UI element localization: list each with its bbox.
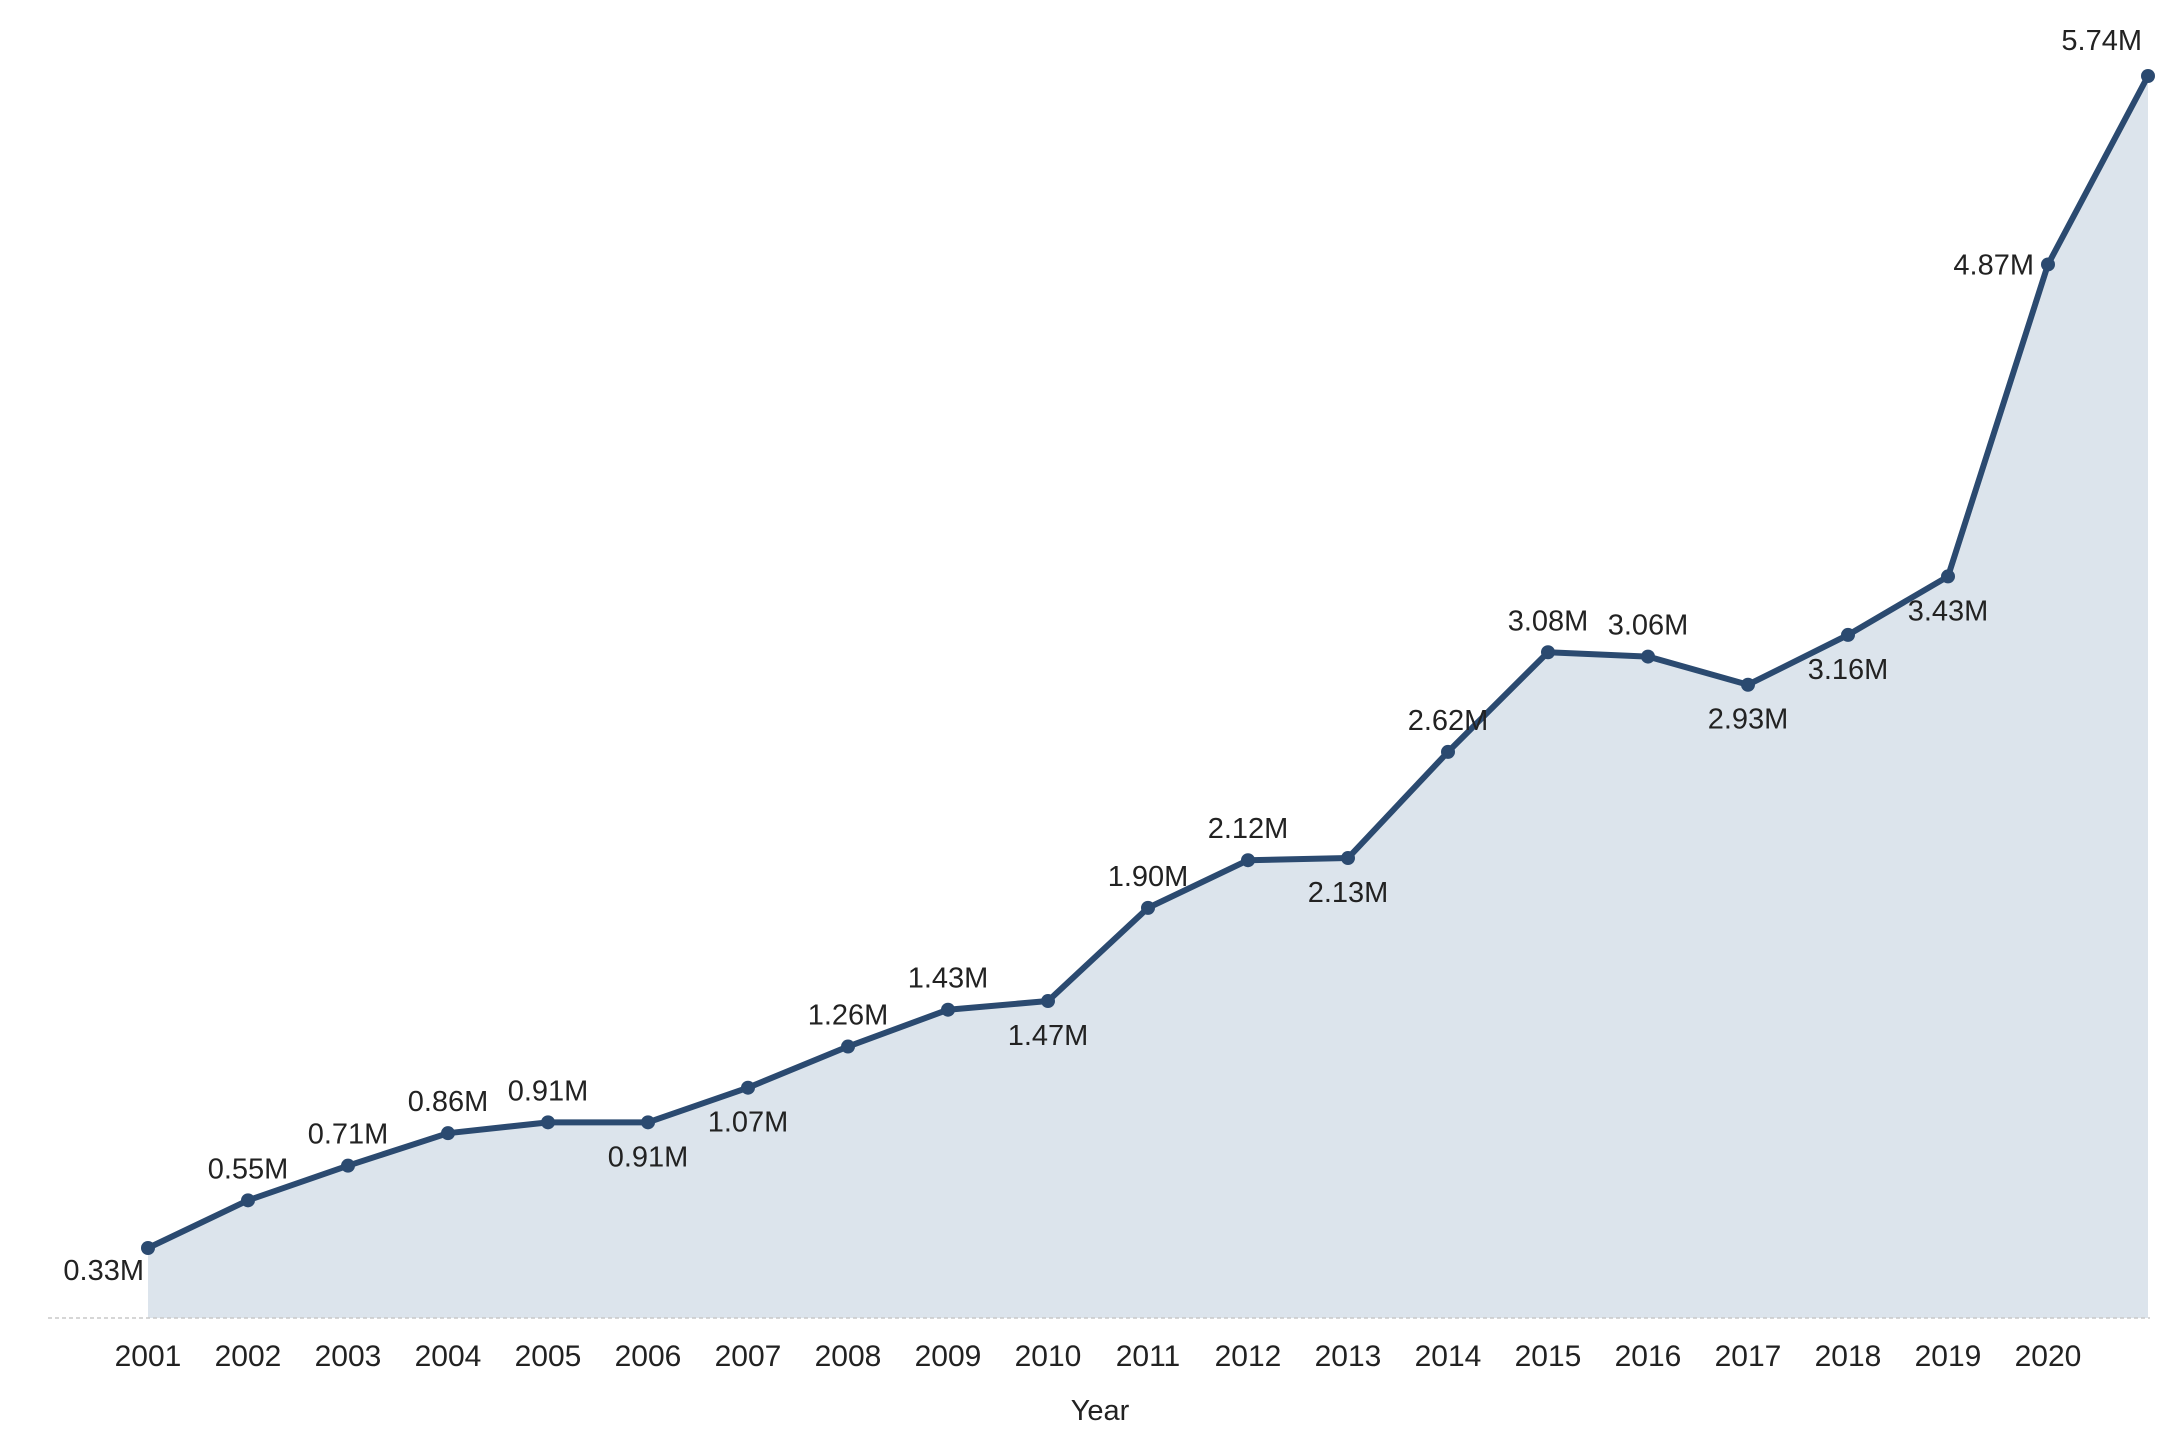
data-label-last: 5.74M: [2061, 25, 2142, 57]
data-label-2009: 1.43M: [908, 963, 989, 995]
data-point-2009: [941, 1002, 955, 1017]
data-point-2006: [641, 1115, 655, 1130]
data-label-2015: 3.08M: [1508, 605, 1589, 637]
x-tick-2017: 2017: [1715, 1340, 1782, 1373]
x-tick-2005: 2005: [515, 1340, 582, 1373]
data-label-2016: 3.06M: [1608, 610, 1689, 642]
data-label-2008: 1.26M: [808, 1000, 889, 1032]
data-points: [141, 69, 2155, 1255]
data-label-2020: 4.87M: [1953, 249, 2034, 281]
data-label-2013: 2.13M: [1308, 877, 1389, 909]
data-point-2012: [1241, 853, 1255, 868]
x-axis-title: Year: [1071, 1395, 1130, 1427]
x-tick-2003: 2003: [315, 1340, 382, 1373]
x-tick-2012: 2012: [1215, 1340, 1282, 1373]
x-tick-2006: 2006: [615, 1340, 682, 1373]
x-tick-2008: 2008: [815, 1340, 882, 1373]
data-label-2017: 2.93M: [1708, 704, 1789, 736]
x-tick-2009: 2009: [915, 1340, 982, 1373]
x-tick-2015: 2015: [1515, 1340, 1582, 1373]
data-point-2011: [1141, 900, 1155, 915]
x-axis-ticks: 2001 2002 2003 2004 2005 2006 2007 2008 2009 2010…: [115, 1340, 2082, 1373]
data-label-2010: 1.47M: [1008, 1020, 1089, 1052]
data-point-2017: [1741, 677, 1755, 692]
x-tick-2010: 2010: [1015, 1340, 1082, 1373]
x-tick-2002: 2002: [215, 1340, 282, 1373]
data-point-2020: [2041, 257, 2055, 272]
data-point-2008: [841, 1039, 855, 1054]
x-tick-2011: 2011: [1116, 1340, 1181, 1373]
x-tick-2016: 2016: [1615, 1340, 1682, 1373]
data-point-2016: [1641, 649, 1655, 664]
data-point-2019: [1941, 569, 1955, 584]
data-point-2007: [741, 1080, 755, 1095]
data-label-2006: 0.91M: [608, 1141, 689, 1173]
data-point-2001: [141, 1241, 155, 1255]
data-label-2003: 0.71M: [308, 1119, 389, 1151]
data-label-2019: 3.43M: [1908, 595, 1989, 627]
x-tick-2013: 2013: [1315, 1340, 1382, 1373]
data-label-2012: 2.12M: [1208, 813, 1289, 845]
x-tick-2019: 2019: [1915, 1340, 1982, 1373]
data-label-2002: 0.55M: [208, 1153, 289, 1185]
x-tick-2018: 2018: [1815, 1340, 1882, 1373]
data-label-2001: 0.33M: [63, 1255, 144, 1287]
x-tick-2020: 2020: [2015, 1340, 2082, 1373]
data-label-2007: 1.07M: [708, 1107, 789, 1139]
data-point-last: [2141, 69, 2155, 83]
data-point-2004: [441, 1126, 455, 1141]
data-label-2014: 2.62M: [1408, 705, 1489, 737]
data-point-2002: [241, 1193, 255, 1208]
data-point-2005: [541, 1115, 555, 1130]
data-point-2014: [1441, 744, 1455, 759]
x-tick-2001: 2001: [115, 1340, 182, 1373]
data-label-2018: 3.16M: [1808, 654, 1889, 686]
x-tick-2007: 2007: [715, 1340, 782, 1373]
data-point-2010: [1041, 994, 1055, 1009]
x-tick-2014: 2014: [1415, 1340, 1482, 1373]
data-label-2005: 0.91M: [508, 1075, 589, 1107]
data-point-2015: [1541, 645, 1555, 660]
data-point-2003: [341, 1158, 355, 1173]
data-label-2004: 0.86M: [408, 1086, 489, 1118]
data-labels: 0.33M 0.55M 0.71M 0.86M 0.91M 0.91M 1.07M 1.26M…: [63, 25, 2142, 1287]
area-fill: [148, 76, 2148, 1318]
data-point-2018: [1841, 627, 1855, 642]
data-label-2011: 1.90M: [1108, 861, 1189, 893]
x-tick-2004: 2004: [415, 1340, 482, 1373]
data-point-2013: [1341, 851, 1355, 866]
